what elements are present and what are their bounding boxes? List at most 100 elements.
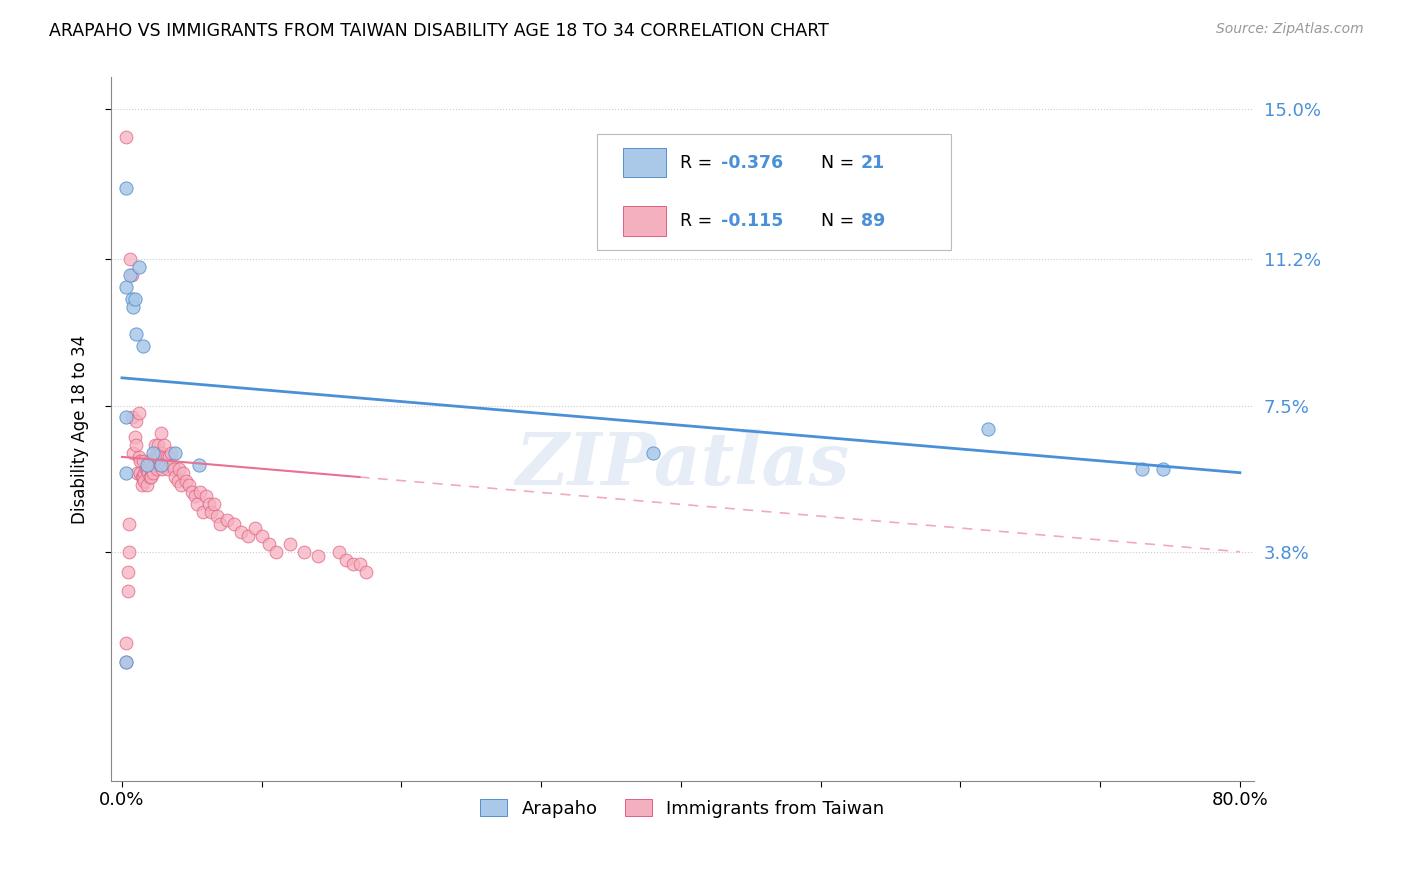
Point — [208, 517, 231, 532]
Point — [191, 505, 214, 519]
Point — [146, 446, 169, 460]
Text: Source: ZipAtlas.com: Source: ZipAtlas.com — [1216, 22, 1364, 37]
Point — [120, 268, 142, 282]
Point — [118, 517, 141, 532]
Point — [165, 446, 187, 460]
Point — [132, 339, 155, 353]
Point — [197, 497, 219, 511]
Point — [115, 181, 138, 195]
Point — [150, 426, 173, 441]
Point — [150, 446, 173, 460]
Point — [160, 446, 183, 460]
Point — [163, 461, 186, 475]
Point — [152, 461, 174, 475]
Text: 89: 89 — [860, 212, 884, 230]
Text: ARAPAHO VS IMMIGRANTS FROM TAIWAN DISABILITY AGE 18 TO 34 CORRELATION CHART: ARAPAHO VS IMMIGRANTS FROM TAIWAN DISABI… — [49, 22, 830, 40]
Point — [115, 656, 138, 670]
Point — [177, 477, 200, 491]
Point — [155, 458, 177, 472]
Point — [156, 450, 179, 464]
Point — [236, 529, 259, 543]
Point — [118, 545, 141, 559]
Point — [188, 485, 211, 500]
FancyBboxPatch shape — [596, 134, 950, 250]
Point — [180, 485, 202, 500]
Point — [149, 458, 172, 472]
Point — [129, 466, 152, 480]
Point — [166, 474, 188, 488]
Text: R =: R = — [681, 212, 718, 230]
Point — [165, 469, 187, 483]
Point — [115, 635, 138, 649]
Point — [148, 450, 170, 464]
Point — [1130, 461, 1153, 475]
FancyBboxPatch shape — [623, 148, 666, 178]
Point — [125, 438, 148, 452]
Point — [205, 509, 228, 524]
Point — [121, 292, 143, 306]
Point — [183, 490, 205, 504]
Point — [129, 454, 152, 468]
Point — [139, 469, 162, 483]
Point — [138, 466, 160, 480]
Point — [128, 406, 150, 420]
Point — [150, 458, 173, 472]
Point — [349, 557, 371, 571]
Point — [222, 517, 245, 532]
Point — [229, 524, 252, 539]
Point — [187, 458, 209, 472]
Text: -0.115: -0.115 — [721, 212, 783, 230]
Point — [128, 260, 150, 275]
Point — [139, 454, 162, 468]
Point — [243, 521, 266, 535]
Point — [250, 529, 273, 543]
Point — [194, 490, 217, 504]
Point — [132, 469, 155, 483]
Point — [146, 461, 169, 475]
Point — [157, 461, 180, 475]
Point — [174, 474, 197, 488]
Point — [172, 466, 194, 480]
Point — [200, 505, 222, 519]
Point — [134, 474, 156, 488]
Point — [124, 430, 146, 444]
Point — [115, 466, 138, 480]
Point — [121, 268, 143, 282]
Point — [136, 461, 159, 475]
Point — [307, 549, 329, 563]
Point — [202, 497, 225, 511]
Text: N =: N = — [821, 212, 859, 230]
Point — [122, 300, 145, 314]
Point — [145, 454, 167, 468]
Point — [1152, 461, 1174, 475]
Point — [115, 280, 138, 294]
Text: ZIPatlas: ZIPatlas — [515, 429, 849, 500]
Point — [131, 477, 153, 491]
Point — [335, 552, 357, 566]
Point — [342, 557, 364, 571]
Point — [124, 292, 146, 306]
Point — [257, 537, 280, 551]
Point — [186, 497, 208, 511]
Point — [215, 513, 238, 527]
Point — [278, 537, 301, 551]
Point — [356, 565, 378, 579]
Text: N =: N = — [821, 153, 859, 171]
Point — [131, 469, 153, 483]
Point — [141, 461, 163, 475]
Point — [292, 545, 315, 559]
Point — [132, 454, 155, 468]
Y-axis label: Disability Age 18 to 34: Disability Age 18 to 34 — [72, 334, 89, 524]
Point — [977, 422, 1000, 436]
Point — [153, 450, 176, 464]
Point — [121, 410, 143, 425]
Point — [127, 466, 149, 480]
Point — [141, 469, 163, 483]
Point — [143, 450, 166, 464]
Point — [167, 461, 190, 475]
Point — [641, 446, 664, 460]
Point — [115, 410, 138, 425]
Point — [148, 438, 170, 452]
Text: -0.376: -0.376 — [721, 153, 783, 171]
Point — [125, 327, 148, 342]
